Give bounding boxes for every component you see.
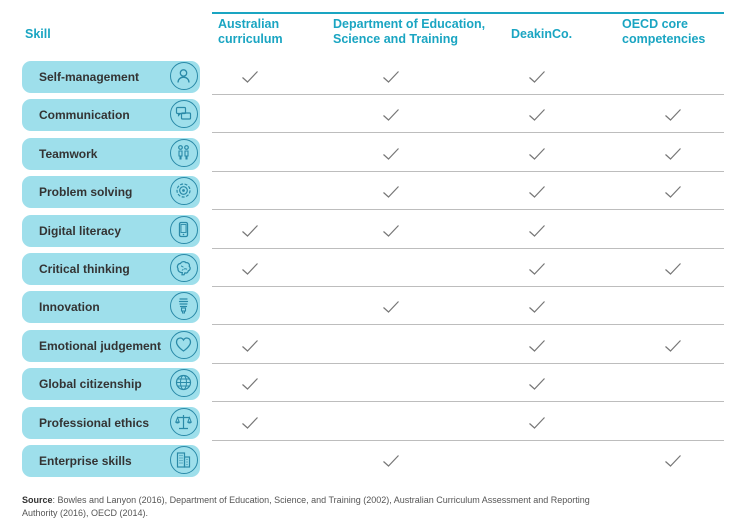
building-icon [170,446,198,474]
heart-icon [170,330,198,359]
target-icon [170,177,198,206]
check-icon [382,185,400,199]
table-row: Problem solving [0,174,748,212]
row-divider [212,286,724,287]
header-department-of-education: Department of Education, Science and Tra… [333,17,486,46]
globe-icon [170,369,198,398]
people-icon [170,138,198,167]
row-divider [212,362,724,364]
check-icon [664,339,682,353]
check-icon [382,224,400,238]
table-row: Professional ethics [0,405,748,443]
source-label: Source [22,495,53,505]
skill-label: Professional ethics [39,415,150,430]
skill-pill: Self-management [22,61,200,93]
row-divider [212,439,724,441]
table-row: Teamwork [0,136,748,174]
skill-pill: Emotional judgement [22,329,200,362]
check-icon [664,147,682,161]
check-icon [664,108,682,122]
skill-pill: Communication [22,99,200,132]
header-deakinco: DeakinCo. [511,27,573,41]
header-australian-curriculum: Australian curriculum [218,17,283,46]
table-row: Emotional judgement [0,328,748,366]
skill-label: Digital literacy [39,223,122,238]
check-icon [528,108,546,122]
brain-icon [170,254,198,282]
skill-pill: Teamwork [22,137,200,170]
check-icon [528,416,546,430]
check-icon [528,377,546,391]
skill-label: Self-management [39,70,140,84]
table-row: Self-management [0,59,748,97]
skill-label: Enterprise skills [39,454,132,468]
check-icon [528,147,546,161]
skill-pill: Digital literacy [22,214,200,247]
skill-label: Communication [39,108,130,123]
skill-label: Global citizenship [39,377,142,392]
table-row: Innovation [0,289,748,327]
check-icon [241,70,259,84]
check-icon [241,339,259,353]
skill-pill: Enterprise skills [22,445,200,477]
person-icon [170,62,198,90]
check-icon [241,377,259,391]
skill-pill: Professional ethics [22,406,200,439]
table-row: Critical thinking [0,251,748,289]
header-skill: Skill [25,27,51,41]
skill-pill: Global citizenship [22,368,200,401]
row-divider [212,401,724,403]
lightbulb-icon [170,292,198,321]
scales-icon [170,407,198,436]
table-row: Global citizenship [0,366,748,404]
row-divider [212,324,724,326]
check-icon [664,454,682,468]
header-oecd-core-competencies: OECD core competencies [622,17,706,46]
skill-label: Innovation [39,300,100,315]
check-icon [528,300,546,314]
row-divider [212,209,724,211]
skill-label: Teamwork [39,146,98,161]
table-row: Digital literacy [0,213,748,251]
skill-label: Problem solving [39,185,133,200]
check-icon [382,108,400,122]
row-divider [212,132,724,134]
source-note: Source: Bowles and Lanyon (2016), Depart… [22,494,622,520]
skill-label: Critical thinking [39,262,130,276]
check-icon [528,70,546,84]
table-row: Communication [0,97,748,135]
skill-label: Emotional judgement [39,338,162,353]
skill-pill: Critical thinking [22,253,200,285]
check-icon [664,262,682,276]
check-icon [528,185,546,199]
skill-pill: Problem solving [22,176,200,209]
check-icon [241,416,259,430]
table-row: Enterprise skills [0,443,748,481]
check-icon [382,454,400,468]
check-icon [664,185,682,199]
check-icon [382,70,400,84]
check-icon [382,300,400,314]
source-text: : Bowles and Lanyon (2016), Department o… [22,495,590,518]
check-icon [528,224,546,238]
row-divider [212,170,724,172]
header-top-rule [212,12,724,14]
row-divider [212,247,724,249]
check-icon [528,339,546,353]
check-icon [528,262,546,276]
check-icon [241,262,259,276]
check-icon [241,224,259,238]
skill-pill: Innovation [22,291,200,324]
check-icon [382,147,400,161]
row-divider [212,94,724,95]
smartphone-icon [170,215,198,244]
speech-bubbles-icon [170,100,198,129]
